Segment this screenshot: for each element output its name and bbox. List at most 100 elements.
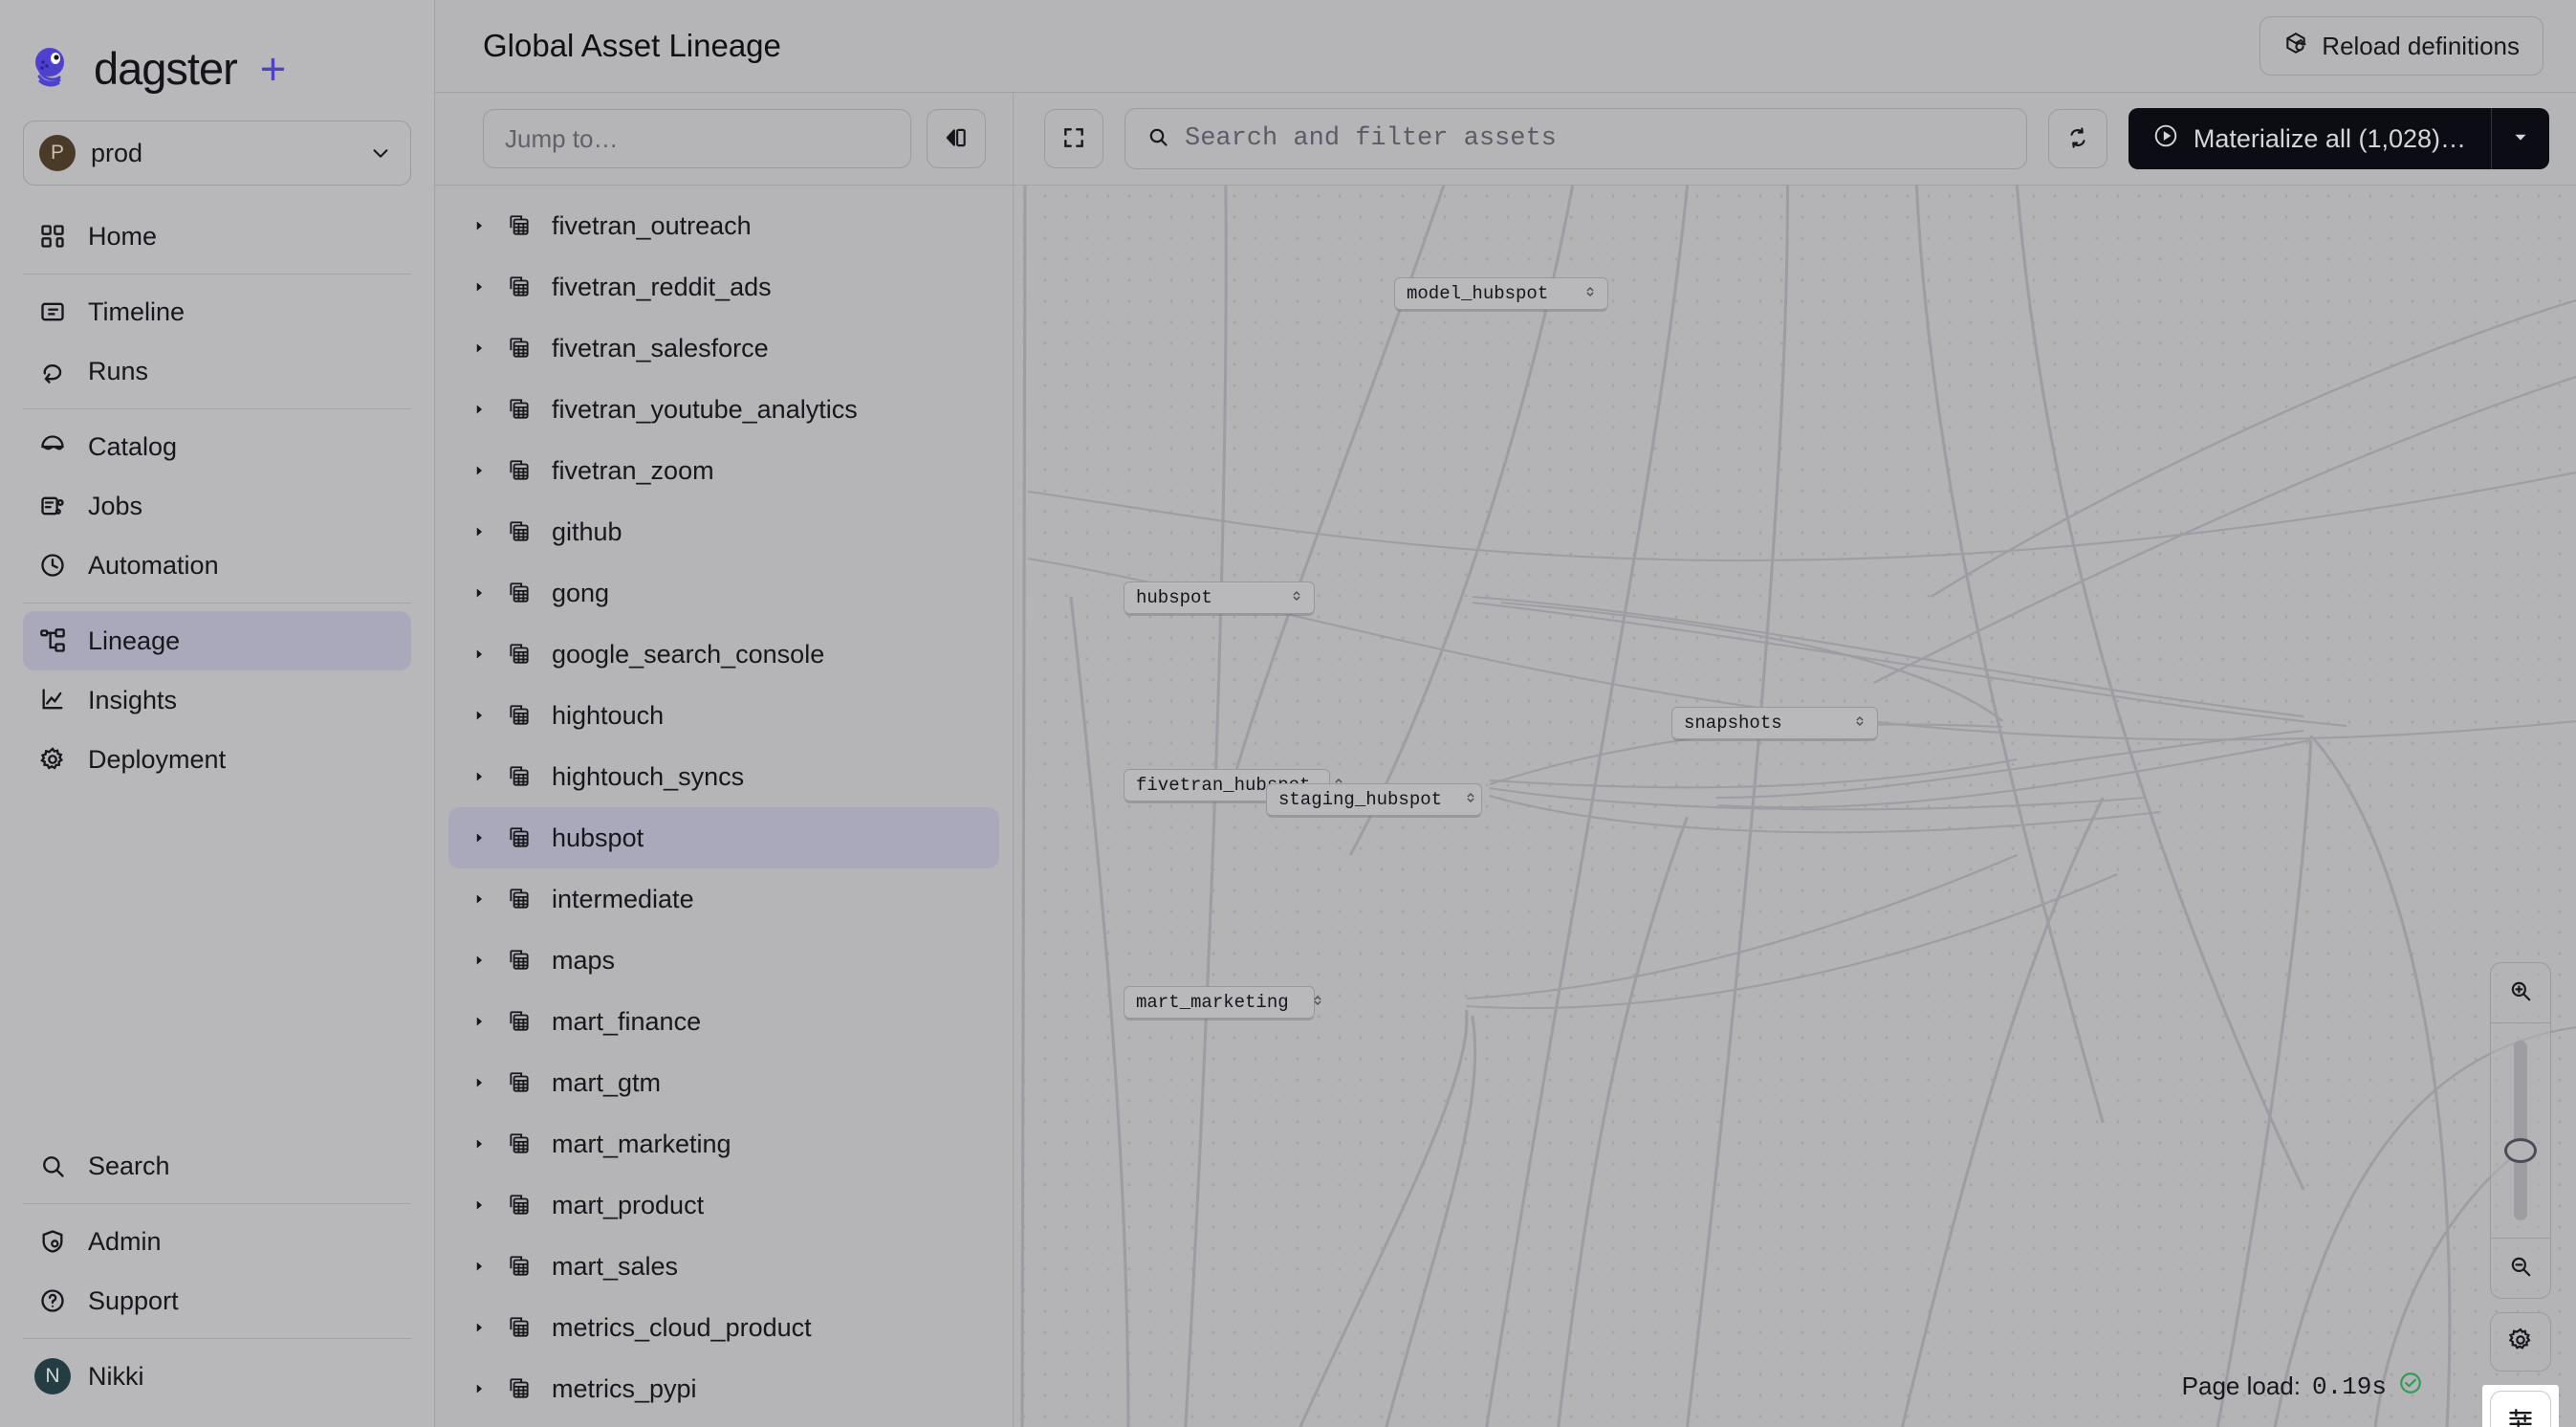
chevron-right-icon[interactable] [458, 340, 500, 357]
nav-divider [23, 1203, 411, 1204]
dagster-logo-icon [27, 43, 76, 93]
tree-row[interactable]: hightouch_syncs [448, 746, 999, 807]
refresh-button[interactable] [2047, 109, 2107, 168]
nav-divider [23, 1338, 411, 1339]
tree-row[interactable]: mart_finance [448, 991, 999, 1052]
reload-definitions-button[interactable]: Reload definitions [2259, 16, 2543, 76]
tree-row[interactable]: fivetran_zoom [448, 440, 999, 501]
search-input[interactable] [1185, 124, 2005, 153]
tree-row[interactable]: intermediate [448, 868, 999, 930]
tree-row[interactable]: mart_gtm [448, 1052, 999, 1113]
chevron-right-icon[interactable] [458, 829, 500, 846]
graph-node-label: staging_hubspot [1278, 789, 1443, 810]
tree-row[interactable]: fivetran_reddit_ads [448, 256, 999, 318]
sidebar-item-timeline[interactable]: Timeline [23, 282, 411, 341]
chevron-right-icon[interactable] [458, 952, 500, 969]
sidebar-item-automation[interactable]: Automation [23, 536, 411, 595]
play-icon [2153, 123, 2178, 155]
chevron-right-icon[interactable] [458, 1013, 500, 1030]
graph-node[interactable]: model_hubspot [1394, 277, 1608, 310]
chevron-down-icon [370, 143, 391, 164]
graph-node[interactable]: mart_marketing [1124, 986, 1321, 1019]
deployment-selector[interactable]: P prod [23, 121, 411, 186]
tree-row[interactable]: fivetran_youtube_analytics [448, 379, 999, 440]
sidebar-item-label: Admin [88, 1226, 162, 1256]
graph-node-menu-icon[interactable] [1310, 993, 1325, 1013]
zoom-out-button[interactable] [2491, 1239, 2550, 1298]
asset-group-icon [500, 397, 538, 422]
tree-row[interactable]: fivetran_salesforce [448, 318, 999, 379]
chevron-right-icon[interactable] [458, 768, 500, 785]
brand[interactable]: dagster + [0, 0, 434, 103]
sidebar-item-home[interactable]: Home [23, 207, 411, 266]
tree-row-label: mart_sales [552, 1251, 679, 1281]
graph-node-label: snapshots [1684, 713, 1782, 734]
tree-row[interactable]: maps [448, 930, 999, 991]
graph-node-menu-icon[interactable] [1289, 588, 1304, 608]
tree-row[interactable]: metrics_pypi [448, 1358, 999, 1419]
graph-node-menu-icon[interactable] [1852, 714, 1867, 734]
tree-row-label: mart_marketing [552, 1129, 731, 1158]
chevron-right-icon[interactable] [458, 890, 500, 908]
sidebar-item-lineage[interactable]: Lineage [23, 611, 411, 670]
graph-node[interactable]: hubspot [1124, 582, 1315, 614]
materialize-all-main[interactable]: Materialize all (1,028)… [2128, 108, 2492, 169]
asset-search-field[interactable] [1124, 108, 2027, 169]
chevron-right-icon[interactable] [458, 707, 500, 724]
zoom-slider[interactable] [2491, 1023, 2550, 1238]
chevron-right-icon[interactable] [458, 401, 500, 418]
tree-row[interactable]: mart_marketing [448, 1113, 999, 1175]
graph-settings-button[interactable] [2490, 1312, 2551, 1372]
tree-row[interactable]: google_search_console [448, 624, 999, 685]
reload-definitions-icon [2283, 31, 2308, 62]
tree-row[interactable]: mart_sales [448, 1236, 999, 1297]
nav-group: N Nikki [0, 1347, 434, 1406]
graph-node-menu-icon[interactable] [1463, 790, 1478, 810]
chevron-right-icon[interactable] [458, 584, 500, 602]
sidebar-item-user[interactable]: N Nikki [23, 1347, 411, 1406]
graph-node[interactable]: snapshots [1671, 707, 1878, 739]
chevron-right-icon[interactable] [458, 1380, 500, 1397]
graph-filters-button[interactable] [2490, 1391, 2551, 1427]
chevron-right-icon[interactable] [458, 523, 500, 540]
zoom-in-button[interactable] [2491, 963, 2550, 1022]
sidebar-item-label: Automation [88, 550, 219, 580]
sidebar-item-catalog[interactable]: Catalog [23, 417, 411, 476]
tree-row-label: fivetran_salesforce [552, 333, 769, 362]
chevron-right-icon[interactable] [458, 1196, 500, 1214]
sidebar-item-support[interactable]: Support [23, 1271, 411, 1330]
sidebar-item-deployment[interactable]: Deployment [23, 730, 411, 789]
tree-row[interactable]: github [448, 501, 999, 562]
sidebar-item-runs[interactable]: Runs [23, 341, 411, 401]
tree-row[interactable]: metrics_cloud_product [448, 1297, 999, 1358]
deployment-avatar: P [39, 135, 76, 171]
chevron-right-icon[interactable] [458, 278, 500, 296]
sidebar-item-jobs[interactable]: Jobs [23, 476, 411, 536]
tree-row[interactable]: hightouch [448, 685, 999, 746]
chevron-right-icon[interactable] [458, 1135, 500, 1153]
chevron-right-icon[interactable] [458, 1074, 500, 1091]
tree-row[interactable]: gong [448, 562, 999, 624]
lineage-graph-canvas[interactable]: model_hubspot hubspot snapshots fivetran_hu… [1014, 186, 2576, 1427]
materialize-options-button[interactable] [2492, 108, 2549, 169]
fullscreen-button[interactable] [1044, 109, 1103, 168]
chevron-right-icon[interactable] [458, 1258, 500, 1275]
graph-node[interactable]: staging_hubspot [1266, 783, 1482, 816]
collapse-panel-button[interactable] [927, 109, 986, 168]
sidebar-item-admin[interactable]: Admin [23, 1212, 411, 1271]
chevron-right-icon[interactable] [458, 462, 500, 479]
materialize-all-button[interactable]: Materialize all (1,028)… [2128, 108, 2549, 169]
jump-to-input[interactable] [483, 109, 911, 168]
tree-row[interactable]: hubspot [448, 807, 999, 868]
sidebar-item-search[interactable]: Search [23, 1136, 411, 1196]
chevron-right-icon[interactable] [458, 1319, 500, 1336]
chevron-right-icon[interactable] [458, 217, 500, 234]
sidebar-item-insights[interactable]: Insights [23, 670, 411, 730]
tree-row[interactable]: mart_product [448, 1175, 999, 1236]
chevron-right-icon[interactable] [458, 646, 500, 663]
zoom-slider-thumb[interactable] [2504, 1138, 2537, 1163]
graph-node-menu-icon[interactable] [1583, 284, 1598, 304]
tree-row-label: hightouch [552, 700, 665, 730]
lineage-icon [38, 626, 67, 655]
tree-row[interactable]: fivetran_outreach [448, 195, 999, 256]
